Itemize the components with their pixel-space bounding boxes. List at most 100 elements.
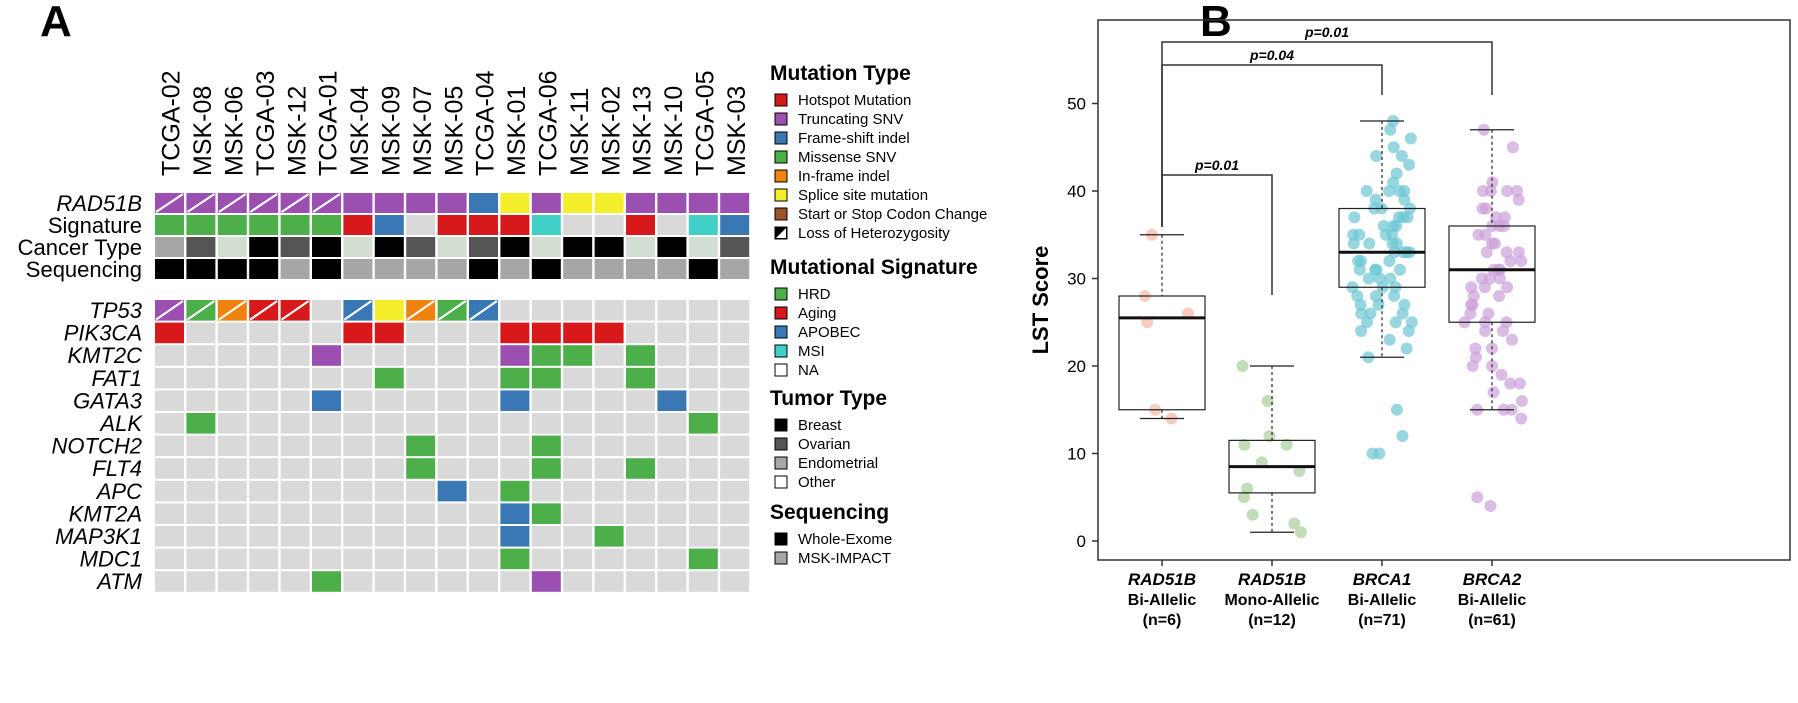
data-point (1403, 158, 1416, 171)
sample-labels: TCGA-02 MSK-08 MSK-06 TCGA-03 MSK-12 TCGA-01 M… (158, 70, 751, 176)
oncoprint-cell (437, 367, 467, 389)
oncoprint-cell (469, 413, 498, 434)
box-group (1118, 228, 1206, 425)
oncoprint-cell (155, 503, 184, 524)
oncoprint-cell (469, 390, 498, 411)
oncoprint-cell (500, 215, 530, 235)
oncoprint-cell (406, 390, 436, 411)
oncoprint-cell (406, 367, 436, 389)
loh-mark (155, 300, 184, 321)
oncoprint-cell (531, 300, 561, 321)
oncoprint-cell (531, 571, 561, 592)
oncoprint-cell (155, 571, 184, 592)
legend-swatch (774, 532, 788, 546)
oncoprint-cell (688, 413, 718, 434)
oncoprint-cell (437, 259, 467, 279)
oncoprint-cell (469, 503, 498, 524)
oncoprint-cell (531, 458, 561, 479)
oncoprint-cell (249, 367, 279, 389)
oncoprint-cell (563, 237, 593, 257)
data-point (1362, 272, 1375, 285)
oncoprint-cell (186, 435, 216, 457)
oncoprint-cell (531, 526, 561, 547)
oncoprint-cell (688, 435, 718, 457)
annotation-row-label: Signature (48, 213, 142, 238)
loh-mark (469, 300, 498, 321)
data-point (1360, 185, 1373, 197)
oncoprint-cell (312, 259, 341, 279)
x-label-allelic: Bi-Allelic (1348, 592, 1417, 609)
oncoprint-cell (688, 193, 718, 213)
oncoprint-cell (374, 435, 404, 457)
legend-swatch (774, 475, 788, 489)
iqr-box (1338, 207, 1426, 288)
oncoprint-cell (500, 259, 530, 279)
oncoprint-cell (406, 237, 436, 257)
oncoprint-cell (626, 480, 655, 502)
oncoprint-cell (594, 548, 624, 570)
oncoprint-cell (688, 503, 718, 524)
oncoprint-cell (217, 345, 247, 366)
data-point (1390, 403, 1403, 416)
oncoprint-cell (343, 259, 373, 279)
sample-label: TCGA-05 (692, 70, 720, 176)
oncoprint-cell (374, 526, 404, 547)
oncoprint-cell (594, 367, 624, 389)
oncoprint-cell (500, 571, 530, 592)
data-point (1354, 298, 1367, 311)
legend-swatch (774, 169, 788, 183)
data-point (1369, 263, 1382, 276)
box-group (1228, 360, 1316, 539)
oncoprint-cell (531, 259, 561, 279)
oncoprint-cell (155, 215, 184, 235)
oncoprint-cell (500, 237, 530, 257)
oncoprint-cell (312, 526, 341, 547)
oncoprint-cell (155, 259, 184, 279)
gene-row-label: ALK (98, 411, 143, 436)
oncoprint-cell (531, 435, 561, 457)
oncoprint-cell (531, 193, 561, 213)
gene-row-label: PIK3CA (64, 321, 142, 346)
x-axis-labels: RAD51B Bi-Allelic (n=6) RAD51B Mono-Allelic (… (1128, 560, 1526, 629)
oncoprint-cell (531, 237, 561, 257)
x-label-gene: BRCA2 (1463, 570, 1522, 589)
oncoprint-cell (531, 480, 561, 502)
significance-brackets: p=0.01 p=0.04 p=0.01 (1161, 24, 1493, 295)
oncoprint-cell (626, 345, 655, 366)
oncoprint-cell (626, 413, 655, 434)
oncoprint-cell (720, 480, 750, 502)
oncoprint-cell (437, 413, 467, 434)
oncoprint-cell (657, 215, 687, 235)
oncoprint-cell (531, 367, 561, 389)
oncoprint-cell (343, 237, 373, 257)
data-point (1373, 447, 1386, 460)
data-point (1493, 290, 1506, 302)
oncoprint-cell (720, 526, 750, 547)
oncoprint-cell (594, 237, 624, 257)
y-tick-label: 30 (1067, 270, 1086, 289)
sample-label: MSK-05 (440, 86, 468, 176)
oncoprint-cell (720, 571, 750, 592)
data-point (1501, 281, 1514, 294)
oncoprint-cell (626, 215, 655, 235)
sample-label: MSK-09 (378, 86, 406, 176)
oncoprint-cell (186, 480, 216, 502)
legend-item-label: Splice site mutation (798, 187, 928, 204)
oncoprint-cell (500, 413, 530, 434)
oncoprint-cell (688, 345, 718, 366)
oncoprint-cell (594, 458, 624, 479)
data-point (1515, 395, 1528, 407)
oncoprint-cell (437, 345, 467, 366)
legend-swatch (774, 437, 788, 451)
x-label-n: (n=61) (1468, 612, 1516, 629)
legend-swatch (774, 363, 788, 377)
sample-label: MSK-07 (409, 86, 437, 176)
oncoprint-cell (626, 435, 655, 457)
annotation-row-label: RAD51B (56, 191, 142, 216)
legend-item-label: Endometrial (798, 455, 878, 472)
annotation-row-label: Sequencing (26, 257, 142, 282)
oncoprint-cell (469, 458, 498, 479)
oncoprint-cell (469, 526, 498, 547)
x-label-gene: BRCA1 (1353, 570, 1412, 589)
oncoprint-cell (594, 435, 624, 457)
